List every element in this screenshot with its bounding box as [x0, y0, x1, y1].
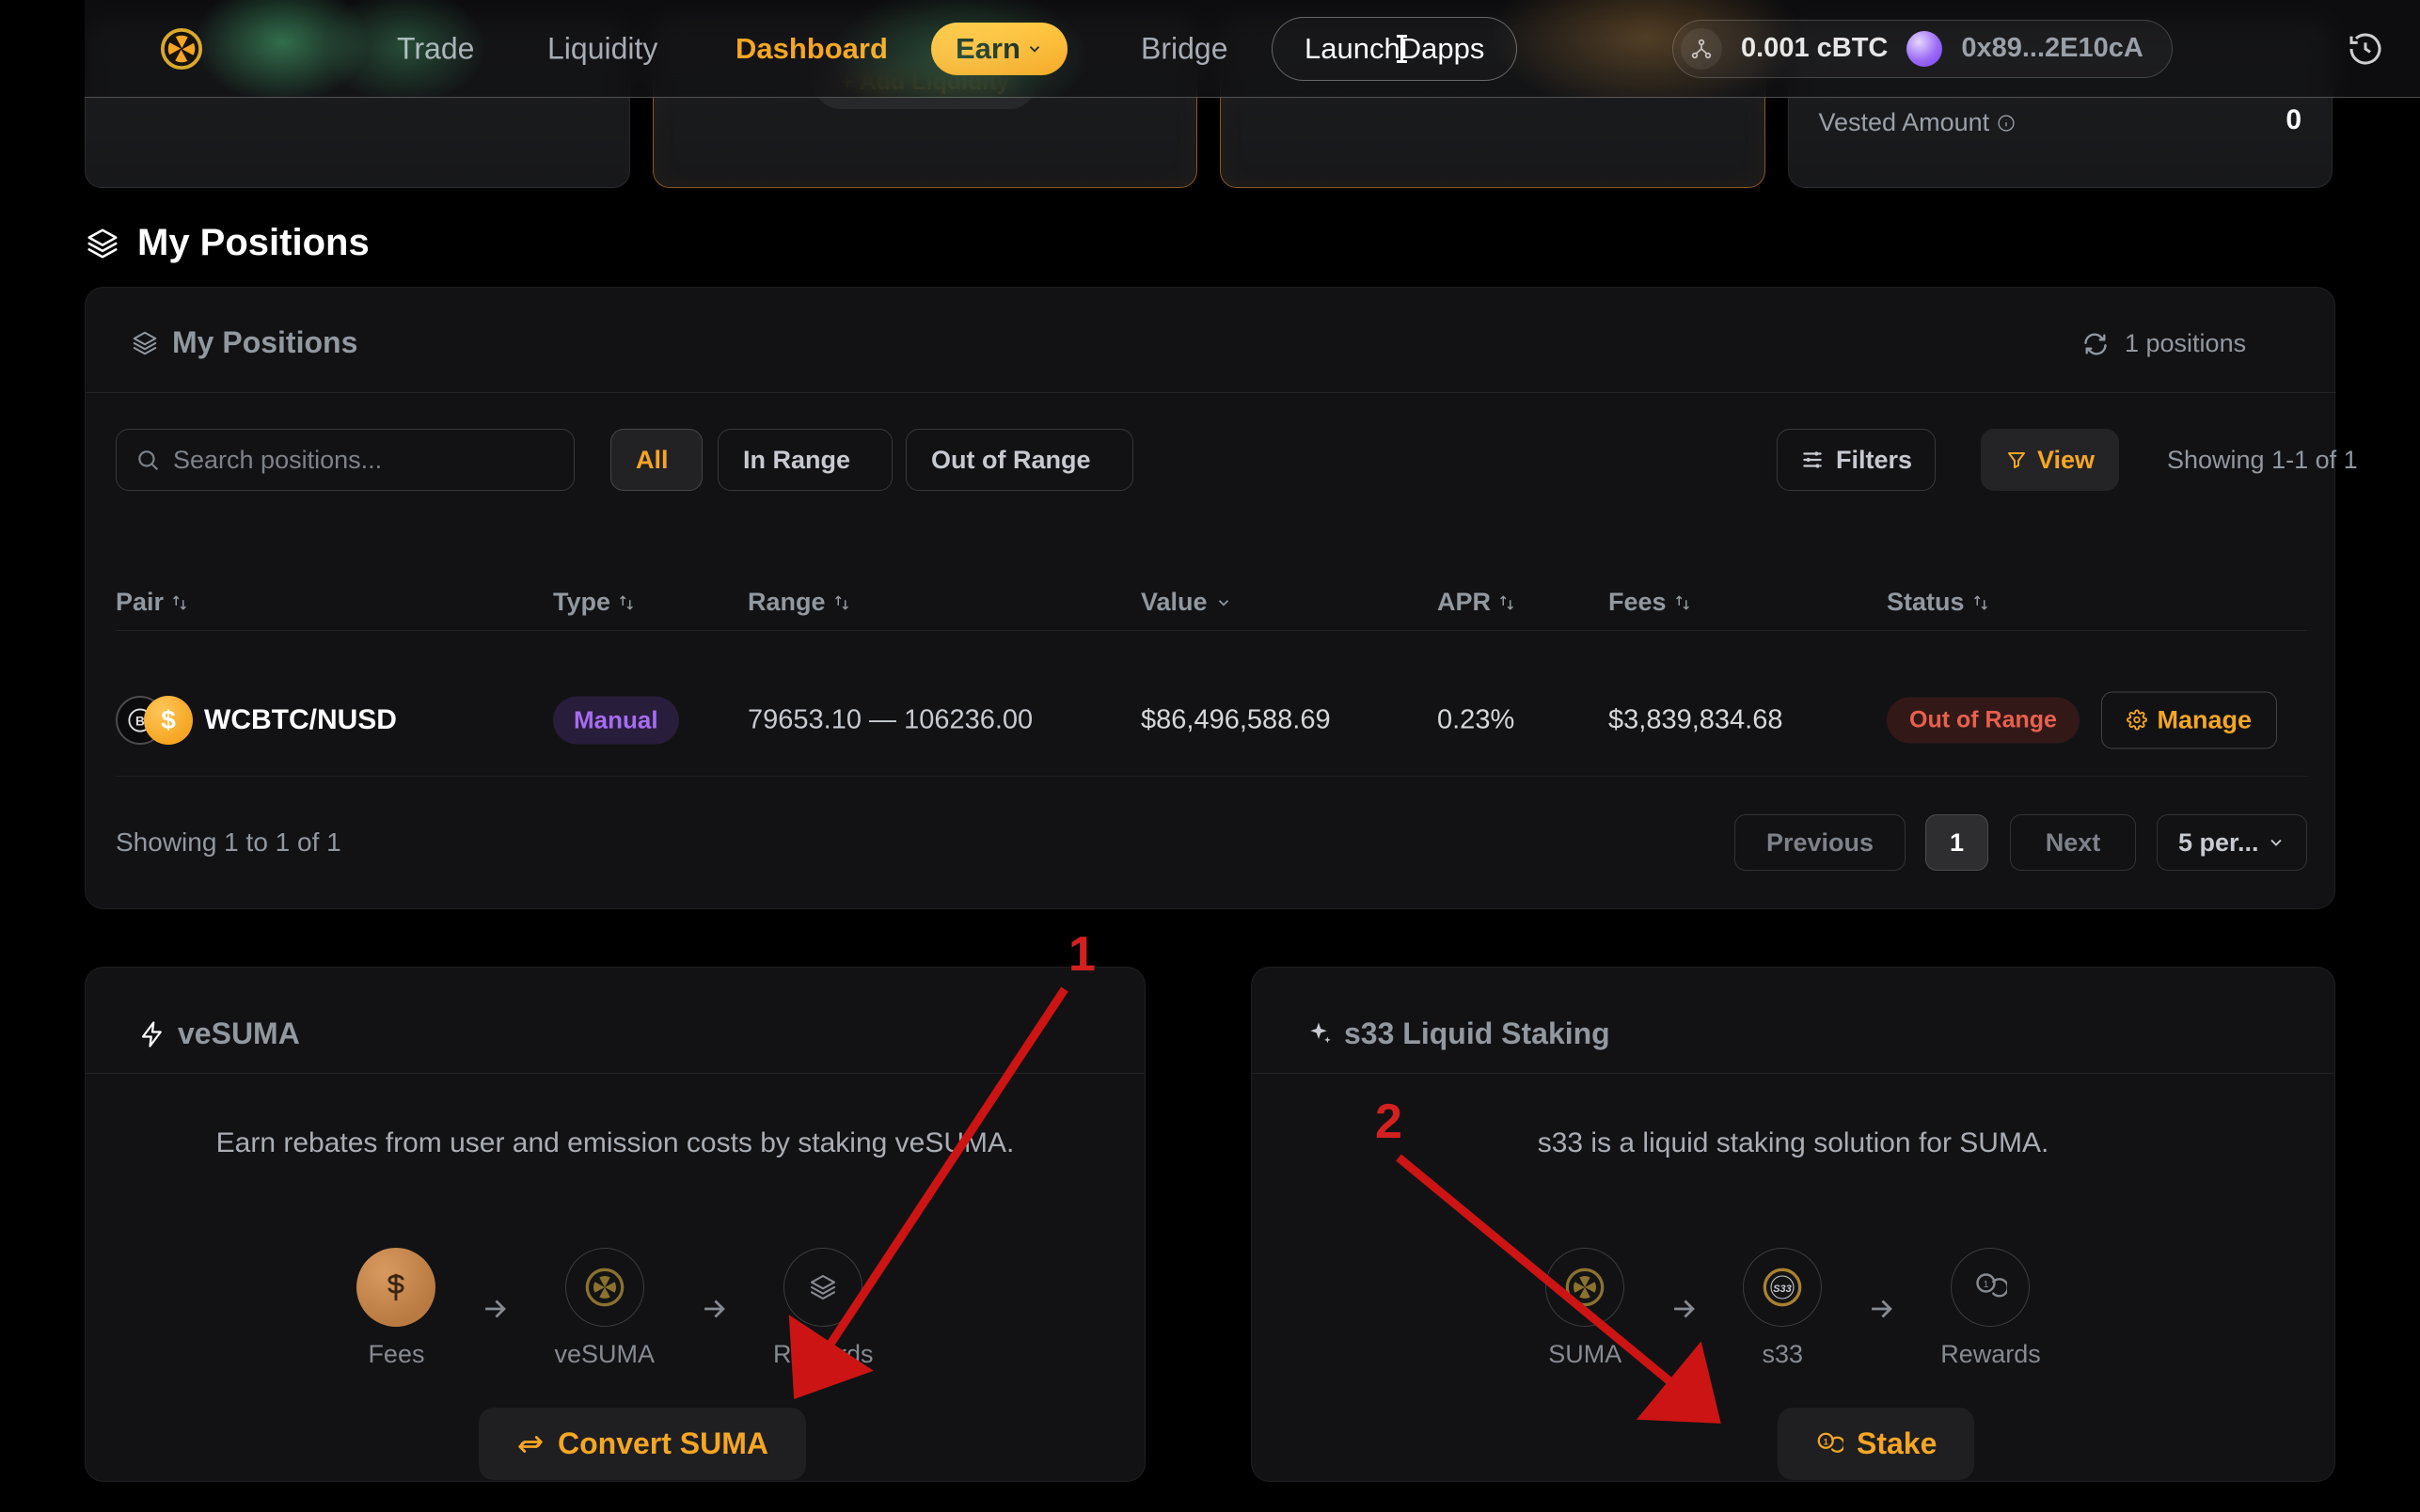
- svg-text:1: 1: [1824, 1437, 1828, 1446]
- svg-text:S33: S33: [1773, 1284, 1792, 1295]
- svg-text:1: 1: [1984, 1279, 1989, 1290]
